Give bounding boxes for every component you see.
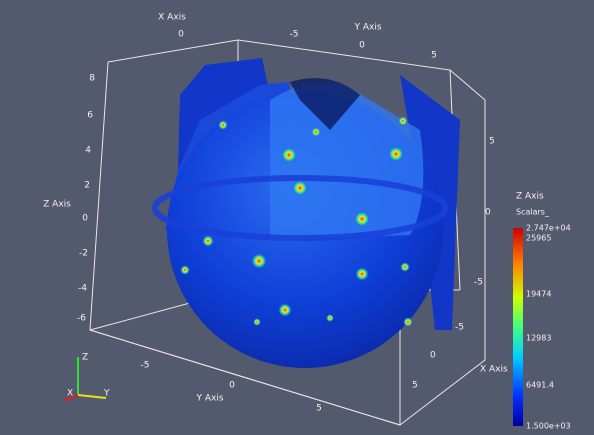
colorbar-label: 2.747e+04 — [526, 224, 571, 233]
colorbar-label: 6491.4 — [526, 381, 554, 390]
tick-label: 5 — [316, 404, 322, 414]
axis-title: Z Axis — [516, 192, 544, 202]
tick-label: -5 — [141, 361, 150, 371]
orientation-axes: Z X Y — [63, 353, 110, 401]
colorbar-label: 25965 — [526, 234, 551, 243]
axis-title: Z Axis — [43, 200, 71, 210]
colorbar-label: 19474 — [526, 290, 551, 299]
tick-label: -2 — [79, 249, 88, 259]
orientation-label: X — [67, 389, 73, 399]
tick-label: 5 — [431, 51, 437, 61]
tick-label: 0 — [430, 351, 436, 361]
tick-label: 5 — [412, 381, 418, 391]
tick-label: 8 — [89, 74, 95, 84]
axis-title: X Axis — [158, 13, 186, 23]
axis-title: Y Axis — [353, 23, 381, 33]
tick-label: -6 — [77, 314, 86, 324]
tick-label: -5 — [474, 278, 483, 288]
colorbar-label: 12983 — [526, 334, 551, 343]
tick-label: -5 — [290, 30, 299, 40]
tick-label: 0 — [82, 214, 88, 224]
colorbar-label: 1.500e+03 — [526, 422, 571, 431]
orientation-label: Y — [103, 389, 110, 399]
box-front-edge — [89, 329, 401, 426]
sphere-geometry — [152, 58, 460, 368]
colorbar-title: Scalars_ — [516, 208, 550, 217]
tick-label: 0 — [229, 381, 235, 391]
tick-label: 4 — [85, 146, 91, 156]
axis-title: X Axis — [480, 365, 508, 375]
tick-label: -5 — [455, 323, 464, 333]
tick-label: 6 — [87, 111, 93, 121]
tick-label: 2 — [84, 181, 90, 191]
tick-label: 0 — [485, 208, 491, 218]
colorbar — [513, 228, 523, 426]
tick-label: 0 — [178, 30, 184, 40]
tick-label: 0 — [359, 41, 365, 51]
axis-title: Y Axis — [195, 394, 223, 404]
orientation-label: Z — [82, 353, 88, 363]
tick-label: 5 — [489, 137, 495, 147]
tick-label: -4 — [78, 284, 87, 294]
